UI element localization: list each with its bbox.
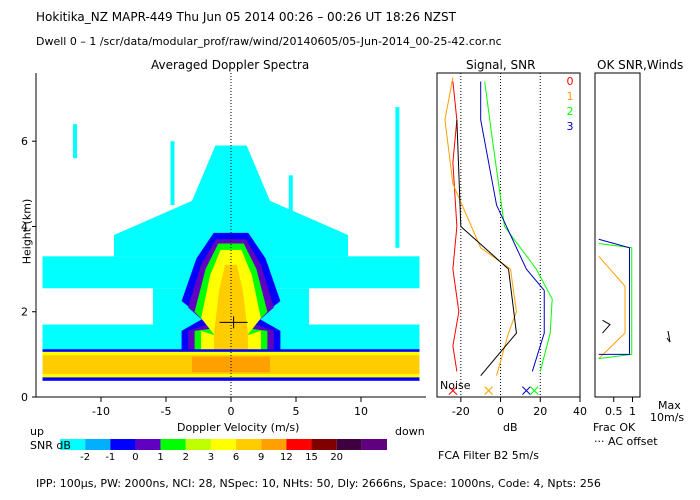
spectra-y-tick-label-3: 6 — [21, 135, 28, 148]
spectra-y-tick-label-2: 4 — [21, 220, 28, 233]
header-dwell-path: Dwell 0 – 1 /scr/data/modular_prof/raw/w… — [36, 35, 502, 48]
wind-arrow-head — [666, 337, 671, 343]
ok-panel-frame — [594, 72, 641, 398]
colorbar-level-4: 2 — [183, 452, 189, 463]
ac-offset-note: ··· AC offset — [594, 435, 658, 448]
snr-x-marker-b1 — [484, 386, 493, 395]
colorbar-swatch-4 — [160, 439, 186, 450]
snr-signal-line — [456, 119, 517, 377]
colorbar-level-5: 3 — [208, 452, 214, 463]
spectra-x-tick-label-1: -5 — [161, 405, 172, 418]
legend-channel-0: 0 — [567, 75, 574, 88]
snr-x-marker-b2 — [522, 386, 531, 395]
frac-ok-label: Frac OK — [593, 421, 636, 434]
spectra-x-tick-label-4: 10 — [354, 405, 368, 418]
noise-label: Noise — [440, 379, 471, 392]
colorbar-swatch-10 — [311, 439, 337, 450]
colorbar-level-8: 12 — [280, 452, 293, 463]
colorbar-level-3: 1 — [157, 452, 163, 463]
colorbar-up-label: up — [30, 425, 44, 438]
spectra-cyan-column-0 — [73, 124, 77, 159]
ok-series-1 — [598, 255, 626, 359]
colorbar-level-1: -1 — [105, 452, 115, 463]
x-axis-label: Doppler Velocity (m/s) — [177, 421, 300, 434]
colorbar-level-0: -2 — [80, 452, 90, 463]
snr-x-tick-label-0: -20 — [452, 405, 470, 418]
colorbar-swatch-2 — [110, 439, 136, 450]
spectra-cyan-column-2 — [170, 141, 175, 206]
ok-x-tick-label-0: 0.5 — [605, 405, 623, 418]
colorbar-swatch-0 — [60, 439, 86, 450]
ok-x-tick-label-1: 1 — [629, 405, 636, 418]
spectra-cyan-column-1 — [395, 107, 400, 248]
snr-x-marker-b0 — [448, 386, 458, 395]
ok-series-2 — [598, 243, 633, 360]
spectra-title: Averaged Doppler Spectra — [151, 58, 310, 72]
snr-series-1 — [444, 77, 517, 376]
wind-arrow-shaft — [667, 330, 671, 343]
colorbar-snr-label: SNR dB — [30, 439, 71, 452]
colorbar-level-10: 20 — [330, 452, 343, 463]
ok-series-3 — [598, 238, 630, 355]
spectra-y-tick-label-0: 0 — [21, 391, 28, 404]
legend-channel-1: 1 — [567, 90, 574, 103]
spectra-x-tick-label-2: 0 — [228, 405, 235, 418]
colorbar-swatch-7 — [236, 439, 262, 450]
ok-wind-vector — [602, 319, 611, 334]
colorbar-level-2: 0 — [132, 452, 138, 463]
colorbar-level-6: 6 — [233, 452, 239, 463]
colorbar-swatch-6 — [210, 439, 237, 450]
footer-params: IPP: 100μs, PW: 2000ns, NCI: 28, NSpec: … — [36, 477, 601, 490]
spectra-y-tick-label-1: 2 — [21, 306, 28, 319]
colorbar-swatch-3 — [135, 439, 161, 450]
legend-channel-2: 2 — [567, 105, 574, 118]
snr-x-tick-label-3: 40 — [573, 405, 587, 418]
colorbar-swatch-11 — [336, 439, 362, 450]
ok-snr-winds-title: OK SNR,Winds — [597, 58, 684, 72]
snr-series-3 — [480, 81, 545, 372]
header-title: Hokitika_NZ MAPR-449 Thu Jun 05 2014 00:… — [36, 10, 456, 24]
colorbar-swatch-5 — [185, 439, 211, 450]
legend-channel-3: 3 — [567, 120, 574, 133]
colorbar-level-9: 15 — [305, 452, 318, 463]
spectra-gold-layer — [214, 264, 248, 353]
max-note: Max — [658, 399, 681, 412]
snr-panel-frame — [436, 72, 581, 398]
snr-series-0 — [452, 81, 460, 372]
snr-series-2 — [484, 81, 553, 372]
max-speed-note: 10m/s — [650, 411, 685, 424]
colorbar-swatch-1 — [85, 439, 111, 450]
snr-x-marker-b3 — [529, 386, 539, 395]
spectra-cyan-plume — [114, 145, 348, 257]
colorbar-swatch-9 — [286, 439, 312, 450]
filter-label: FCA Filter B2 5m/s — [438, 449, 539, 462]
y-axis-label: Height (km) — [20, 198, 34, 265]
signal-snr-title: Signal, SNR — [466, 58, 536, 72]
snr-x-axis-label: dB — [503, 421, 518, 434]
colorbar-swatch-12 — [361, 439, 387, 450]
colorbar-down-label: down — [395, 425, 425, 438]
colorbar-level-7: 9 — [258, 452, 264, 463]
spectra-cyan-column-3 — [288, 175, 293, 227]
colorbar-swatch-8 — [261, 439, 287, 450]
snr-x-tick-label-1: 0 — [497, 405, 504, 418]
spectra-x-tick-label-0: -10 — [92, 405, 110, 418]
spectra-x-tick-label-3: 5 — [293, 405, 300, 418]
snr-x-tick-label-2: 20 — [533, 405, 547, 418]
